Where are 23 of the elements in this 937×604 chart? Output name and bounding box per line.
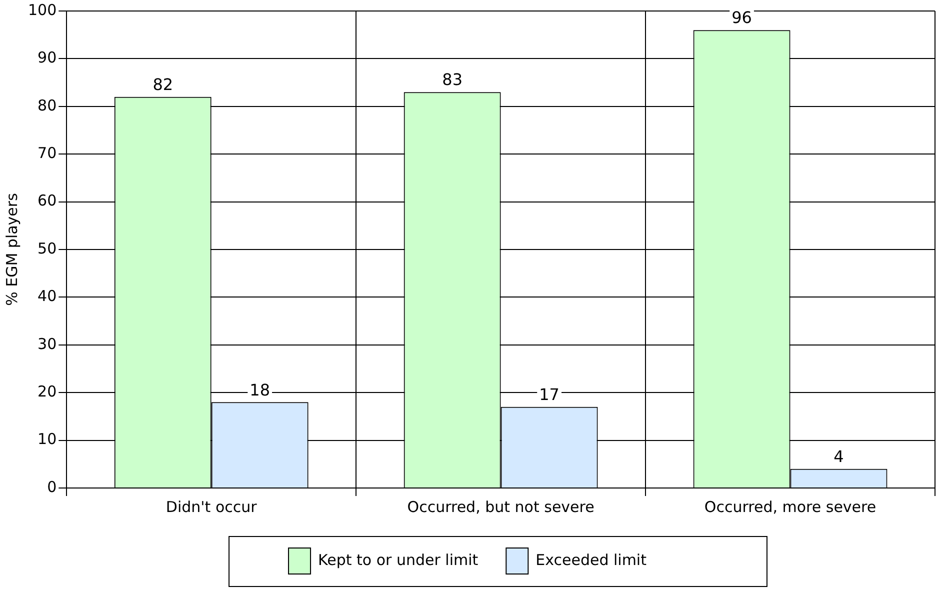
x-tick-label: Didn't occur [166,498,258,516]
y-tick-label: 20 [38,382,57,400]
y-tick-label: 80 [38,96,57,114]
legend-label: Exceeded limit [536,550,647,569]
y-tick-label: 50 [38,239,57,258]
data-label: 17 [539,385,560,404]
data-label: 83 [442,70,463,90]
data-label: 18 [250,380,270,400]
y-tick-label: 0 [47,478,57,496]
y-tick-label: 40 [38,287,57,306]
y-tick-label: 70 [38,144,57,162]
x-tick-label: Occurred, but not severe [407,498,594,516]
data-label: 82 [152,75,174,94]
y-tick-label: 60 [38,192,57,210]
legend-label: Kept to or under limit [318,550,478,569]
x-tick-label: Occurred, more severe [704,498,876,516]
y-tick-label: 30 [38,334,57,353]
y-tick-label: 100 [28,0,57,19]
y-tick-label: 90 [38,48,57,67]
data-label: 4 [834,447,844,466]
data-label: 96 [732,8,752,28]
y-axis-title: % EGM players [2,192,21,306]
y-tick-label: 10 [38,430,57,448]
